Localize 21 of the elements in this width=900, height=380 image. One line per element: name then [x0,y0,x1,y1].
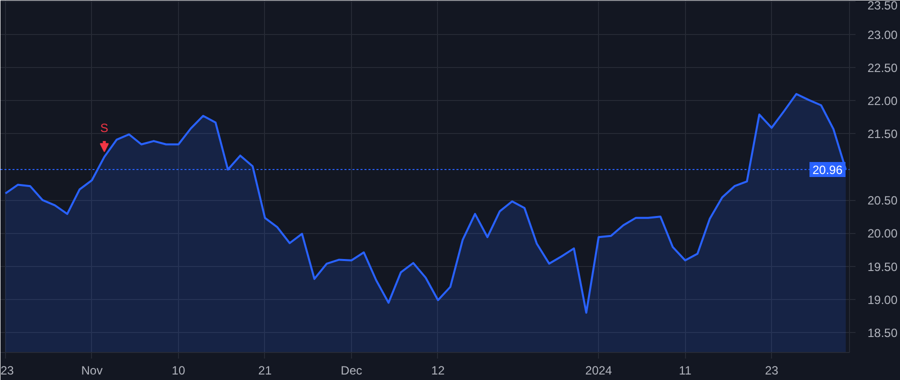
y-tick-label: 23.50 [868,0,898,12]
x-tick-label: 23 [764,364,779,378]
x-tick-label: 21 [258,364,272,378]
x-tick-label: 10 [172,364,186,378]
y-tick-label: 23.00 [868,28,898,42]
x-tick-label: 2024 [585,364,612,378]
y-tick-label: 21.50 [868,127,898,142]
x-tick-label: 11 [678,364,692,378]
y-tick-label: 19.00 [868,292,898,307]
x-tick-label: 23 [0,364,14,378]
x-tick-label: Dec [340,364,362,378]
annotation: S [100,120,108,135]
x-tick-label: Nov [81,364,103,378]
y-tick-label: 20.50 [868,194,898,208]
y-tick-label: 22.50 [868,60,898,75]
y-tick-label: 22.00 [868,94,898,108]
ref-line-label: 20.96 [812,163,843,178]
y-tick-label: 19.50 [868,260,898,274]
y-tick-label: 20.00 [868,226,898,241]
x-tick-label: 12 [431,364,445,378]
y-tick-label: 18.50 [868,326,898,340]
